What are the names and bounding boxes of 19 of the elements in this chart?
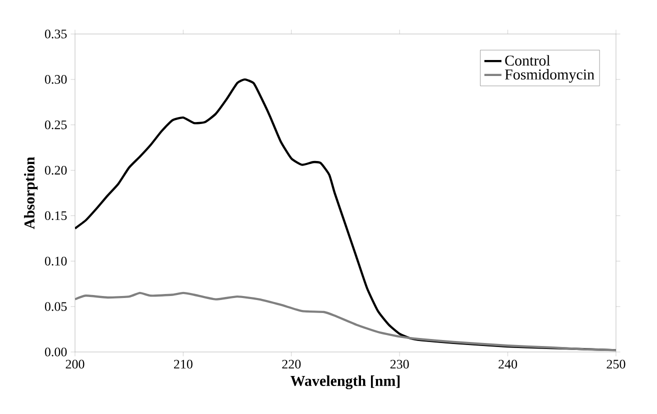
x-axis-title: Wavelength [nm]	[290, 375, 400, 390]
legend-label: Control	[505, 55, 550, 66]
line-series	[75, 292, 616, 352]
y-tick-label: 0.00	[44, 348, 67, 356]
y-tick-label: 0.15	[44, 211, 67, 220]
x-tick-label: 220	[282, 360, 301, 369]
y-tick-label: 0.25	[44, 120, 67, 130]
x-tick-label: 240	[498, 360, 518, 369]
x-tick-label: 200	[66, 360, 84, 369]
y-tick-label: 0.35	[44, 30, 67, 38]
x-tick-label: 230	[390, 360, 409, 369]
y-tick-label: 0.20	[44, 166, 67, 175]
x-tick-label: 210	[174, 360, 192, 369]
y-tick-label: 0.30	[44, 75, 67, 84]
y-axis-title: Absorption	[24, 156, 38, 230]
legend-label: Fosmidomycin	[504, 69, 594, 83]
y-tick-label: 0.05	[44, 302, 67, 311]
y-tick-label: 0.10	[44, 256, 67, 266]
x-tick-label: 250	[606, 360, 626, 369]
